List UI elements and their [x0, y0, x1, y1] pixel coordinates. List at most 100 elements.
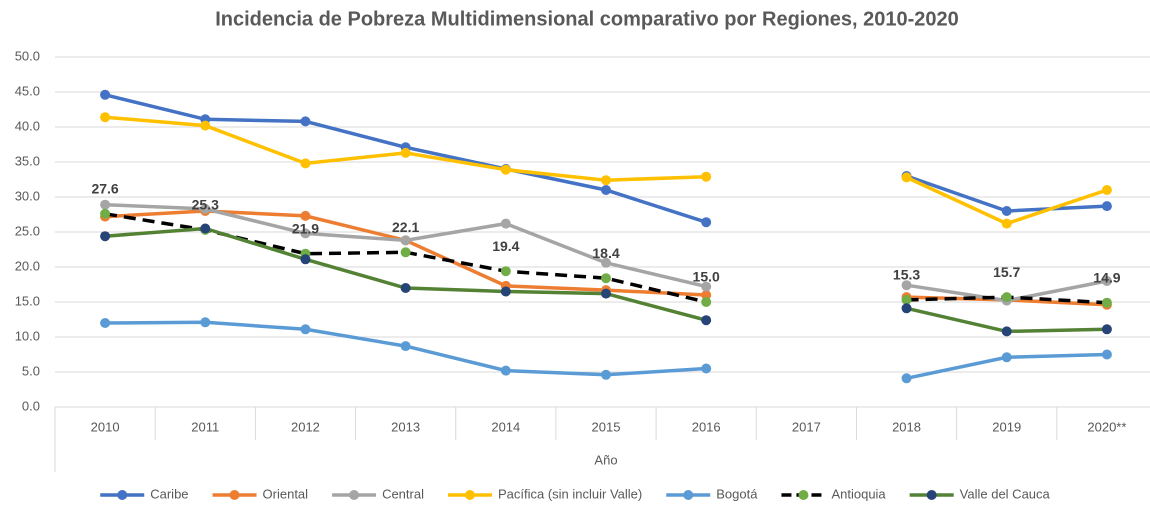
legend-marker — [798, 490, 809, 500]
x-tick-label: 2018 — [892, 419, 921, 434]
x-tick-label: 2014 — [491, 419, 520, 434]
point — [1001, 218, 1012, 229]
point — [300, 116, 311, 127]
point — [500, 266, 511, 277]
y-tick-label: 5.0 — [22, 363, 40, 378]
legend-item: Bogotá — [666, 486, 758, 501]
point — [400, 283, 411, 293]
y-tick-label: 15.0 — [15, 293, 40, 308]
legend-label: Central — [382, 486, 424, 501]
y-tick-label: 35.0 — [15, 153, 40, 168]
point — [601, 257, 611, 268]
point — [500, 218, 511, 229]
point — [300, 158, 311, 169]
point — [200, 203, 211, 214]
y-tick-label: 50.0 — [15, 48, 40, 63]
point — [400, 235, 411, 246]
point — [1101, 324, 1112, 335]
point — [500, 286, 511, 297]
data-label: 19.4 — [492, 238, 519, 254]
point — [1101, 297, 1112, 308]
point — [1101, 185, 1112, 195]
legend-item: Central — [332, 486, 424, 501]
point — [901, 373, 912, 384]
legend-label: Oriental — [263, 486, 309, 501]
point — [1001, 206, 1012, 216]
data-label: 22.1 — [392, 219, 419, 235]
y-tick-label: 20.0 — [15, 258, 40, 273]
x-tick-label: 2013 — [391, 419, 420, 434]
x-axis-label: Año — [594, 452, 617, 467]
point — [1101, 349, 1112, 360]
data-label: 14.9 — [1093, 269, 1120, 285]
point — [901, 172, 912, 183]
point — [100, 199, 111, 210]
x-tick-label: 2011 — [191, 419, 219, 434]
point — [200, 223, 211, 234]
point — [901, 294, 912, 305]
legend-item: Antioquia — [781, 486, 886, 501]
x-tick-label: 2017 — [792, 419, 821, 434]
x-tick-label: 2016 — [692, 419, 721, 434]
legend-marker — [117, 490, 128, 500]
point — [100, 89, 111, 100]
data-label: 18.4 — [592, 245, 619, 261]
point — [500, 164, 511, 175]
point — [901, 280, 912, 291]
series-line — [104, 115, 1108, 226]
point — [200, 317, 211, 328]
point — [400, 247, 411, 258]
y-tick-label: 0.0 — [22, 398, 40, 413]
point — [100, 231, 111, 242]
legend-marker — [349, 490, 360, 500]
legend-label: Caribe — [150, 486, 188, 501]
y-tick-label: 25.0 — [15, 223, 40, 238]
point — [701, 297, 712, 307]
point — [100, 112, 111, 123]
legend: Caribe Oriental Central Pacífica (sin inclu… — [100, 486, 1051, 501]
point — [300, 228, 311, 239]
legend-item: Oriental — [212, 486, 309, 501]
point — [701, 217, 712, 228]
legend-label: Antioquia — [831, 486, 886, 501]
legend-marker — [683, 490, 694, 500]
point — [300, 324, 311, 335]
x-tick-label: 2010 — [91, 419, 120, 434]
data-label: 25.3 — [192, 197, 219, 213]
x-tick-label: 2020** — [1087, 419, 1126, 434]
point — [300, 210, 311, 221]
point — [701, 363, 712, 374]
data-label: 21.9 — [292, 220, 319, 236]
point — [701, 171, 712, 182]
point — [901, 303, 912, 314]
y-tick-label: 30.0 — [15, 188, 40, 203]
series-line — [104, 93, 1107, 224]
y-tick-label: 45.0 — [15, 83, 40, 98]
legend-item: Valle del Cauca — [909, 486, 1051, 501]
data-label: 15.3 — [893, 267, 920, 283]
point — [601, 369, 611, 380]
point — [100, 208, 111, 219]
data-label: 15.0 — [693, 269, 720, 285]
legend-marker — [464, 490, 475, 500]
point — [1001, 352, 1012, 363]
point — [300, 254, 311, 265]
y-tick-label: 40.0 — [15, 118, 40, 133]
data-label: 15.7 — [993, 264, 1020, 280]
point — [701, 281, 712, 292]
legend-label: Bogotá — [716, 486, 758, 501]
legend-item: Pacífica (sin incluir Valle) — [447, 486, 642, 501]
point — [701, 315, 712, 326]
legend-label: Pacífica (sin incluir Valle) — [498, 486, 642, 501]
point — [601, 185, 611, 195]
x-tick-label: 2012 — [291, 419, 320, 434]
legend-label: Valle del Cauca — [960, 486, 1051, 501]
data-label: 27.6 — [91, 181, 118, 197]
point — [701, 290, 712, 300]
point — [400, 341, 411, 352]
point — [1101, 276, 1112, 286]
point — [200, 120, 211, 131]
point — [1101, 201, 1112, 212]
x-tick-label: 2015 — [592, 419, 621, 434]
